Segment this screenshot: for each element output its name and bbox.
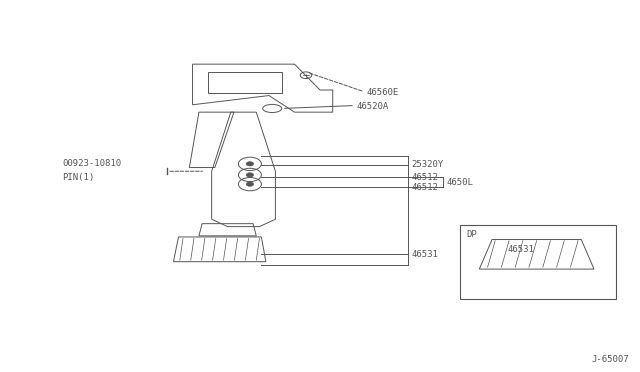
Text: 00923-10810: 00923-10810 bbox=[62, 159, 121, 168]
Text: 4650L: 4650L bbox=[446, 177, 473, 187]
Text: 46512: 46512 bbox=[411, 173, 438, 182]
Text: 46531: 46531 bbox=[508, 245, 535, 254]
Circle shape bbox=[246, 173, 253, 177]
Circle shape bbox=[246, 161, 253, 166]
Bar bbox=[460, 225, 616, 299]
Text: 46531: 46531 bbox=[411, 250, 438, 259]
Text: PIN(1): PIN(1) bbox=[62, 173, 94, 182]
Text: 46520A: 46520A bbox=[357, 102, 389, 111]
Text: DP: DP bbox=[467, 230, 477, 239]
Text: 46512: 46512 bbox=[411, 183, 438, 192]
Circle shape bbox=[246, 182, 253, 186]
Text: 25320Y: 25320Y bbox=[411, 160, 444, 169]
Text: J-65007: J-65007 bbox=[591, 355, 629, 364]
Text: 46560E: 46560E bbox=[367, 88, 399, 97]
